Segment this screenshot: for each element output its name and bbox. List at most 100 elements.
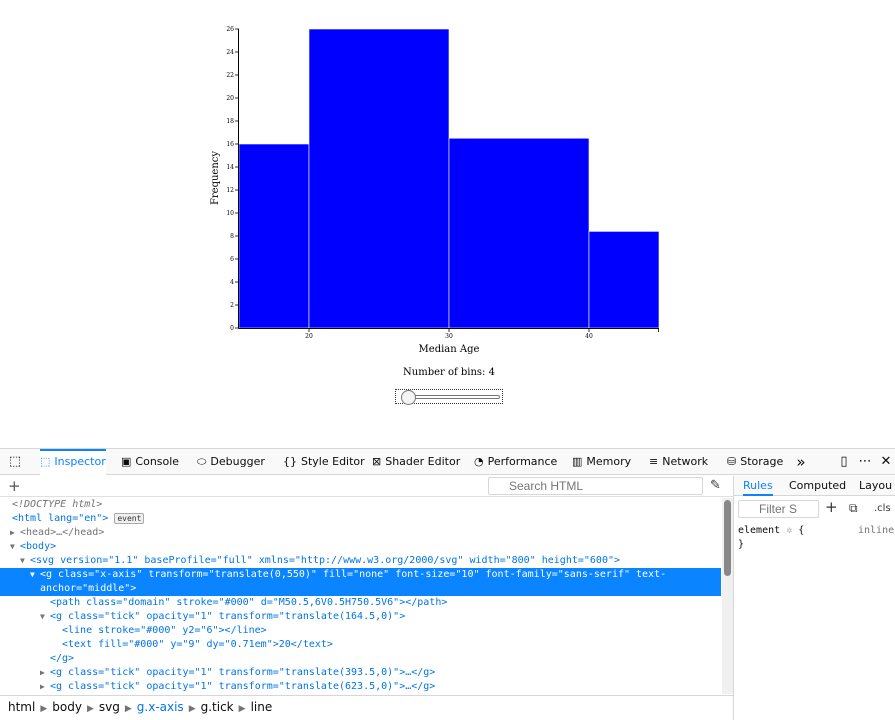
tab-label: Inspector	[54, 455, 106, 468]
element-picker-icon[interactable]: ⬚	[8, 454, 22, 469]
collapse-icon[interactable]: ▼	[10, 542, 15, 551]
page-viewport: 0 2 4 6 8 10 12 14 16 18 20 22 24 26 20 30 40 Median Ag…	[210, 26, 660, 405]
menu-icon[interactable]: ⋯	[858, 454, 872, 469]
breadcrumb-html[interactable]: html	[8, 700, 36, 714]
breadcrumb-tick[interactable]: g.tick	[200, 700, 234, 714]
tree-node-x-axis[interactable]: ▼ <g class="x-axis" transform="translate(…	[0, 568, 721, 582]
collapse-icon[interactable]: ▼	[40, 612, 45, 621]
y-tick-label: 6	[230, 256, 234, 263]
tab-layout[interactable]: Layou	[859, 479, 893, 492]
chevron-right-icon: ▶	[238, 704, 246, 714]
tree-node-line[interactable]: <line stroke="#000" y2="6"></line>	[62, 625, 267, 636]
pseudo-class-icon[interactable]: ⧉	[849, 501, 858, 515]
breadcrumb: html ▶ body ▶ svg ▶ g.x-axis ▶ g.tick ▶ line	[0, 695, 733, 720]
tree-node-tick-close[interactable]: </g>	[50, 653, 75, 664]
style-editor-icon: {}	[283, 455, 297, 468]
network-icon: ≡	[649, 455, 659, 468]
close-icon[interactable]: ✕	[880, 454, 892, 469]
breadcrumb-body[interactable]: body	[52, 700, 82, 714]
breadcrumb-x-axis[interactable]: g.x-axis	[136, 700, 184, 714]
histogram-bar	[308, 28, 450, 329]
tab-style-editor[interactable]: {} Style Editor	[283, 449, 365, 475]
add-rule-icon[interactable]: +	[825, 498, 838, 516]
expand-icon[interactable]: ▶	[40, 668, 45, 677]
bins-value: 4	[488, 367, 495, 378]
tree-node-head[interactable]: ▶ <head>…</head>	[10, 527, 105, 538]
tree-node-tick[interactable]: ▼ <g class="tick" opacity="1" transform="…	[40, 611, 406, 622]
expand-icon[interactable]: ▶	[10, 528, 15, 537]
tab-label: Memory	[586, 455, 632, 468]
shader-editor-icon: ⊠	[372, 455, 382, 468]
y-tick-label: 8	[230, 233, 234, 240]
histogram-bar	[588, 231, 660, 329]
eyedropper-icon[interactable]: ✎	[710, 478, 721, 493]
more-tools-icon[interactable]: »	[796, 453, 806, 471]
sidebar-tabs: Rules Computed Layou	[734, 476, 895, 496]
bins-slider[interactable]	[395, 389, 503, 405]
bins-label: Number of bins: 4	[349, 367, 549, 378]
bins-label-text: Number of bins:	[403, 367, 486, 378]
filter-styles-input[interactable]	[738, 500, 819, 518]
inspector-icon: ⬚	[40, 455, 51, 468]
cls-button[interactable]: .cls	[874, 503, 891, 514]
tree-node-path[interactable]: <path class="domain" stroke="#000" d="M5…	[50, 597, 448, 608]
histogram-bars	[238, 28, 660, 329]
tree-node-text[interactable]: <text fill="#000" y="9" dy="0.71em">20</…	[62, 639, 333, 650]
tab-console[interactable]: ▣ Console	[121, 449, 179, 475]
chevron-right-icon: ▶	[86, 704, 94, 714]
slider-track[interactable]	[404, 395, 500, 399]
y-tick-label: 22	[226, 72, 234, 79]
tree-node-body[interactable]: ▼ <body>	[10, 541, 57, 552]
y-tick-label: 0	[230, 325, 234, 332]
search-html-input[interactable]	[488, 477, 703, 495]
rule-origin: inline	[858, 525, 895, 536]
tree-node-tick-3[interactable]: ▶ <g class="tick" opacity="1" transform="…	[40, 681, 436, 692]
markup-scrollbar[interactable]	[722, 498, 733, 694]
add-node-icon[interactable]: +	[8, 477, 21, 495]
slider-thumb[interactable]	[401, 390, 416, 405]
tree-node-svg[interactable]: ▼ <svg version="1.1" baseProfile="full" x…	[20, 555, 621, 566]
debugger-icon: ⬭	[197, 455, 207, 468]
memory-icon: ▥	[572, 455, 583, 468]
y-tick-label: 14	[226, 164, 234, 171]
x-axis-label: Median Age	[419, 344, 480, 355]
scrollbar-thumb[interactable]	[724, 500, 731, 576]
y-tick-label: 12	[226, 187, 234, 194]
tab-performance[interactable]: ◔ Performance	[474, 449, 557, 475]
collapse-icon[interactable]: ▼	[30, 570, 35, 579]
console-icon: ▣	[121, 455, 132, 468]
tab-shader-editor[interactable]: ⊠ Shader Editor	[372, 449, 460, 475]
tab-inspector[interactable]: ⬚ Inspector	[40, 449, 106, 475]
tree-node-doctype[interactable]: <!DOCTYPE html>	[12, 499, 103, 510]
x-tick-label: 30	[445, 333, 453, 340]
markup-tree[interactable]: <!DOCTYPE html> <html lang="en"> event ▶…	[0, 498, 721, 694]
y-tick-label: 2	[230, 302, 234, 309]
tab-memory[interactable]: ▥ Memory	[572, 449, 631, 475]
tree-node-x-axis-cont[interactable]: anchor="middle">	[0, 582, 721, 596]
tab-network[interactable]: ≡ Network	[649, 449, 708, 475]
markup-panel: + ⌕ ✎ <!DOCTYPE html> <html lang="en"> e…	[0, 476, 733, 694]
y-axis-label: Frequency	[210, 151, 221, 205]
collapse-icon[interactable]: ▼	[20, 556, 25, 565]
tab-label: Storage	[740, 455, 784, 468]
tab-label: Console	[135, 455, 180, 468]
expand-icon[interactable]: ▶	[40, 682, 45, 691]
tab-rules[interactable]: Rules	[743, 476, 773, 496]
breadcrumb-svg[interactable]: svg	[98, 700, 120, 714]
tab-label: Shader Editor	[385, 455, 461, 468]
y-tick-label: 26	[226, 26, 234, 33]
chevron-right-icon: ▶	[124, 704, 132, 714]
breadcrumb-line[interactable]: line	[250, 700, 273, 714]
markup-toolbar: + ⌕ ✎	[0, 476, 733, 497]
tree-node-tick-2[interactable]: ▶ <g class="tick" opacity="1" transform="…	[40, 667, 436, 678]
devtools-panel: ⬚ ⬚ Inspector ▣ Console ⬭ Debugger{} Style Edi…	[0, 448, 895, 720]
dock-icon[interactable]: ▯	[840, 454, 848, 469]
tab-debugger[interactable]: ⬭ Debugger	[197, 449, 265, 475]
rule-selector[interactable]: element ✲ {	[738, 525, 805, 536]
tree-node-html[interactable]: <html lang="en"> event	[0, 512, 721, 526]
tab-computed[interactable]: Computed	[789, 479, 847, 492]
tab-storage[interactable]: ⛁ Storage	[727, 449, 783, 475]
event-badge[interactable]: event	[114, 513, 145, 524]
